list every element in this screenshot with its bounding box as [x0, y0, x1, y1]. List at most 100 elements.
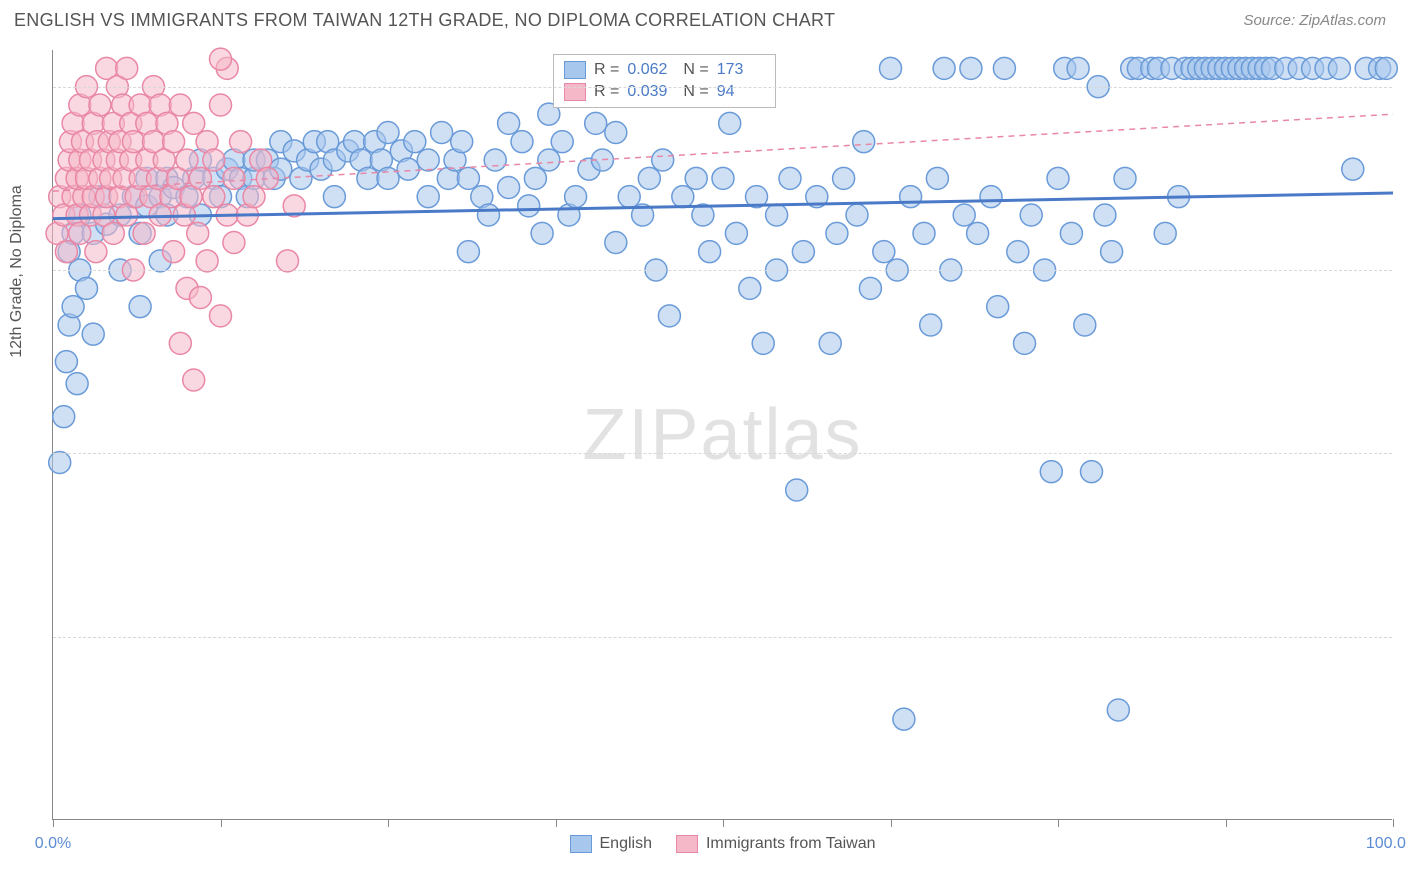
data-point	[323, 186, 345, 208]
grid-line	[53, 453, 1392, 454]
data-point	[230, 131, 252, 153]
y-tick-label: 70.0%	[1402, 628, 1406, 646]
data-point	[55, 351, 77, 373]
y-tick-label: 80.0%	[1402, 444, 1406, 462]
legend-label-taiwan: Immigrants from Taiwan	[706, 835, 876, 853]
data-point	[189, 167, 211, 189]
chart-plot-area: 12th Grade, No Diploma ZIPatlas R = 0.06…	[52, 50, 1392, 820]
data-point	[1060, 222, 1082, 244]
data-point	[89, 94, 111, 116]
data-point	[210, 94, 232, 116]
data-point	[163, 131, 185, 153]
data-point	[1081, 461, 1103, 483]
grid-line	[53, 87, 1392, 88]
data-point	[417, 186, 439, 208]
data-point	[933, 57, 955, 79]
data-point	[518, 195, 540, 217]
data-point	[926, 167, 948, 189]
data-point	[176, 149, 198, 171]
data-point	[203, 149, 225, 171]
data-point	[719, 112, 741, 134]
data-point	[183, 112, 205, 134]
x-tick	[1393, 819, 1394, 827]
data-point	[404, 131, 426, 153]
data-point	[893, 708, 915, 730]
data-point	[826, 222, 848, 244]
data-point	[163, 241, 185, 263]
data-point	[638, 167, 660, 189]
data-point	[538, 149, 560, 171]
data-point	[1114, 167, 1136, 189]
data-point	[1094, 204, 1116, 226]
data-point	[457, 167, 479, 189]
y-axis-label: 12th Grade, No Diploma	[8, 185, 26, 358]
data-point	[1040, 461, 1062, 483]
x-tick	[388, 819, 389, 827]
data-point	[66, 373, 88, 395]
swatch-english	[569, 835, 591, 853]
x-tick-label: 0.0%	[35, 835, 71, 853]
data-point	[55, 241, 77, 263]
series-legend: English Immigrants from Taiwan	[569, 835, 875, 853]
data-point	[993, 57, 1015, 79]
data-point	[1101, 241, 1123, 263]
swatch-taiwan	[676, 835, 698, 853]
data-point	[76, 277, 98, 299]
data-point	[685, 167, 707, 189]
chart-header: ENGLISH VS IMMIGRANTS FROM TAIWAN 12TH G…	[0, 0, 1406, 41]
data-point	[85, 241, 107, 263]
data-point	[551, 131, 573, 153]
data-point	[397, 158, 419, 180]
x-tick	[556, 819, 557, 827]
x-tick	[53, 819, 54, 827]
data-point	[524, 167, 546, 189]
data-point	[457, 241, 479, 263]
data-point	[187, 222, 209, 244]
data-point	[243, 186, 265, 208]
data-point	[357, 167, 379, 189]
data-point	[417, 149, 439, 171]
data-point	[377, 167, 399, 189]
data-point	[169, 332, 191, 354]
data-point	[49, 452, 71, 474]
data-point	[565, 186, 587, 208]
chart-title: ENGLISH VS IMMIGRANTS FROM TAIWAN 12TH G…	[14, 10, 835, 31]
data-point	[210, 305, 232, 327]
data-point	[133, 222, 155, 244]
data-point	[122, 131, 144, 153]
data-point	[618, 186, 640, 208]
data-point	[819, 332, 841, 354]
data-point	[531, 222, 553, 244]
data-point	[833, 167, 855, 189]
data-point	[1014, 332, 1036, 354]
data-point	[792, 241, 814, 263]
data-point	[779, 167, 801, 189]
chart-source: Source: ZipAtlas.com	[1243, 12, 1386, 29]
legend-item-taiwan: Immigrants from Taiwan	[676, 835, 876, 853]
data-point	[913, 222, 935, 244]
data-point	[203, 186, 225, 208]
x-tick	[891, 819, 892, 827]
data-point	[169, 94, 191, 116]
y-tick-label: 100.0%	[1402, 78, 1406, 96]
data-point	[511, 131, 533, 153]
legend-row-english: R = 0.062 N = 173	[564, 59, 765, 81]
data-point	[766, 204, 788, 226]
data-point	[605, 232, 627, 254]
data-point	[960, 57, 982, 79]
x-tick	[1058, 819, 1059, 827]
r-label: R =	[594, 61, 619, 79]
data-point	[223, 232, 245, 254]
data-point	[658, 305, 680, 327]
data-point	[880, 57, 902, 79]
data-point	[498, 112, 520, 134]
data-point	[739, 277, 761, 299]
data-point	[1154, 222, 1176, 244]
data-point	[377, 122, 399, 144]
data-point	[1074, 314, 1096, 336]
data-point	[1047, 167, 1069, 189]
data-point	[1007, 241, 1029, 263]
data-point	[451, 131, 473, 153]
data-point	[498, 177, 520, 199]
data-point	[478, 204, 500, 226]
